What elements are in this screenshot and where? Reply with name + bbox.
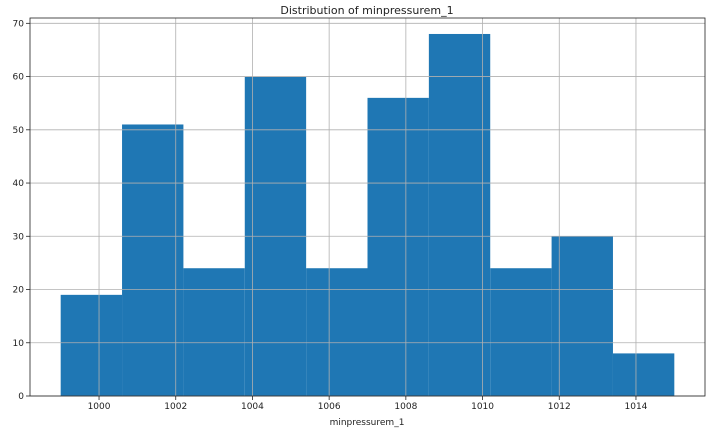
y-tick-label-2: 20 (13, 286, 25, 296)
ticks-layer: 1000 1002 1004 1006 1008 1010 1012 1014 0 10 20 30 4… (13, 19, 648, 412)
histogram-bar-2 (183, 268, 245, 396)
plot-frame (29, 17, 706, 397)
x-axis-title: minpressurem_1 (330, 418, 405, 428)
bars-layer (60, 33, 675, 396)
histogram-bar-4 (306, 268, 368, 396)
histogram-bar-5 (367, 97, 429, 396)
y-tick-label-0: 0 (18, 392, 24, 402)
x-tick-label-4: 1008 (394, 402, 417, 412)
x-tick-label-0: 1000 (88, 402, 111, 412)
chart-title: Distribution of minpressurem_1 (280, 4, 453, 17)
histogram-bar-1 (122, 124, 184, 396)
x-tick-label-6: 1012 (548, 402, 571, 412)
x-tick-label-7: 1014 (625, 402, 648, 412)
histogram-bar-8 (551, 236, 613, 396)
histogram-bar-7 (490, 268, 552, 396)
x-tick-label-2: 1004 (241, 402, 264, 412)
y-tick-label-3: 30 (13, 232, 25, 242)
histogram-bar-6 (428, 33, 491, 396)
y-tick-label-4: 40 (13, 179, 25, 189)
y-tick-label-1: 10 (13, 339, 25, 349)
x-tick-label-1: 1002 (164, 402, 187, 412)
y-tick-label-7: 70 (13, 19, 25, 29)
y-tick-label-6: 60 (13, 73, 25, 83)
histogram-bar-0 (60, 294, 123, 396)
histogram-bar-9 (612, 353, 675, 396)
x-tick-label-5: 1010 (471, 402, 494, 412)
y-tick-label-5: 50 (13, 126, 25, 136)
x-tick-label-3: 1006 (318, 402, 341, 412)
